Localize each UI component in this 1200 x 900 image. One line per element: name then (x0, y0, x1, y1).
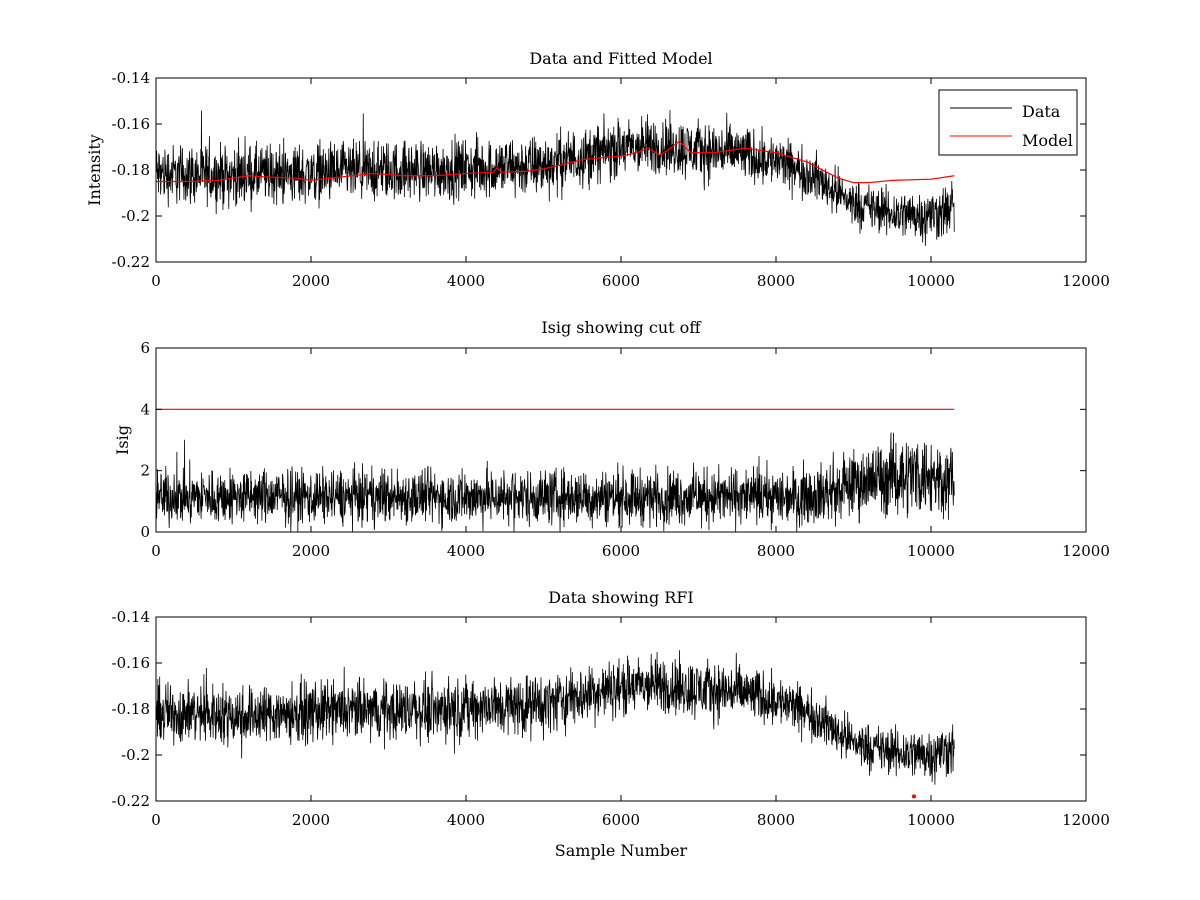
y-tick-label: 4 (140, 400, 150, 418)
x-tick-label: 10000 (907, 542, 955, 560)
panel-3-xlabel: Sample Number (555, 841, 688, 860)
panel-1-ticks: 0 2000 4000 6000 8000 10000 12000 -0.22 -0.2 -0.1… (112, 69, 1110, 290)
y-tick-label: -0.2 (121, 746, 150, 764)
panel-2: 0 2000 4000 6000 8000 10000 12000 0 2 4 6 Isig sho… (113, 318, 1110, 560)
panel-2-ylabel: Isig (113, 425, 132, 455)
panel-1-ylabel: Intensity (85, 134, 104, 206)
x-tick-label: 0 (151, 811, 161, 829)
x-tick-label: 8000 (757, 811, 795, 829)
x-tick-label: 2000 (292, 542, 330, 560)
panel-3-data-series (155, 650, 955, 785)
legend-label-model: Model (1022, 131, 1073, 150)
panel-1-axes-box (155, 77, 1087, 263)
x-tick-label: 12000 (1062, 811, 1110, 829)
x-tick-label: 6000 (602, 542, 640, 560)
x-tick-label: 10000 (907, 272, 955, 290)
x-tick-label: 8000 (757, 272, 795, 290)
x-tick-label: 12000 (1062, 272, 1110, 290)
y-tick-label: -0.14 (112, 69, 150, 87)
x-tick-label: 0 (151, 272, 161, 290)
panel-3-ticks: 0 2000 4000 6000 8000 10000 12000 -0.22 -0.2 -0.1… (112, 608, 1110, 829)
y-tick-label: 6 (140, 339, 150, 357)
panel-2-title: Isig showing cut off (541, 318, 702, 337)
series-line-data (155, 110, 955, 246)
panel-3-axes-box (155, 616, 1087, 802)
x-tick-label: 6000 (602, 272, 640, 290)
panel-1: 0 2000 4000 6000 8000 10000 12000 -0.22 -0.2 -0.1… (85, 49, 1110, 290)
panel-2-isig-series (155, 432, 955, 533)
x-tick-label: 4000 (447, 272, 485, 290)
legend-box (938, 89, 1078, 156)
series-line-data (155, 650, 955, 785)
panel-1-legend: Data Model (938, 89, 1078, 156)
panel-1-title: Data and Fitted Model (529, 49, 712, 68)
series-line-isig (155, 432, 955, 533)
y-tick-label: -0.18 (112, 700, 150, 718)
panel-3-title: Data showing RFI (548, 588, 693, 607)
x-tick-label: 10000 (907, 811, 955, 829)
y-tick-label: -0.18 (112, 161, 150, 179)
y-tick-label: -0.16 (112, 115, 150, 133)
y-tick-label: 2 (140, 462, 150, 480)
x-tick-label: 8000 (757, 542, 795, 560)
panel-3: 0 2000 4000 6000 8000 10000 12000 -0.22 -0.2 -0.1… (112, 588, 1110, 860)
series-line-model (156, 140, 955, 184)
y-tick-label: 0 (140, 523, 150, 541)
legend-label-data: Data (1022, 102, 1061, 121)
x-tick-label: 2000 (292, 272, 330, 290)
x-tick-label: 6000 (602, 811, 640, 829)
x-tick-label: 2000 (292, 811, 330, 829)
y-tick-label: -0.22 (112, 253, 150, 271)
panel-2-axes-box (155, 347, 1087, 533)
x-tick-label: 4000 (447, 811, 485, 829)
rfi-point (911, 794, 916, 799)
y-tick-label: -0.22 (112, 792, 150, 810)
y-tick-label: -0.14 (112, 608, 150, 626)
panel-2-ticks: 0 2000 4000 6000 8000 10000 12000 0 2 4 6 (140, 339, 1109, 560)
x-tick-label: 4000 (447, 542, 485, 560)
y-tick-label: -0.16 (112, 654, 150, 672)
y-tick-label: -0.2 (121, 207, 150, 225)
x-tick-label: 0 (151, 542, 161, 560)
panel-1-data-series (155, 110, 955, 246)
panel-3-rfi-series (911, 794, 916, 799)
x-tick-label: 12000 (1062, 542, 1110, 560)
panel-1-model-series (156, 140, 955, 184)
